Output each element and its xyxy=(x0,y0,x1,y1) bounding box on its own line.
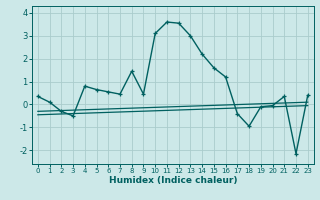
X-axis label: Humidex (Indice chaleur): Humidex (Indice chaleur) xyxy=(108,176,237,185)
